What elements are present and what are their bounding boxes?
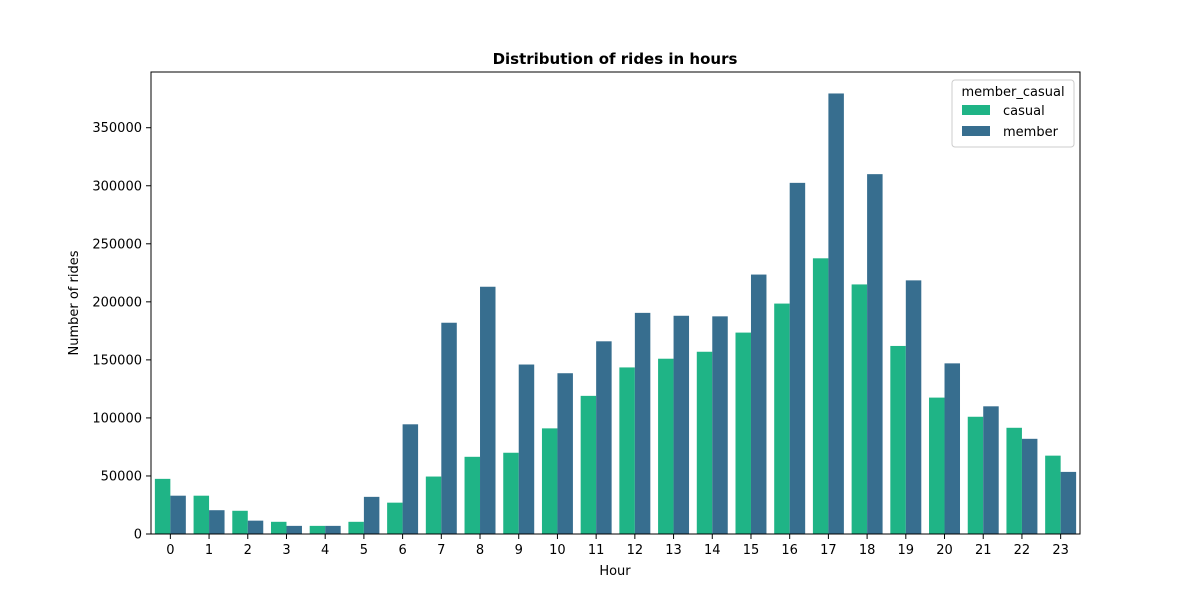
bar-casual-1	[193, 495, 210, 534]
x-tick-label: 16	[781, 543, 798, 558]
x-tick-label: 9	[515, 543, 523, 558]
x-tick-label: 5	[360, 543, 368, 558]
legend-label-casual: casual	[1003, 104, 1045, 119]
bar-member-17	[828, 93, 844, 534]
x-tick-label: 10	[549, 543, 566, 558]
x-tick-label: 19	[898, 543, 915, 558]
bar-member-20	[944, 363, 961, 534]
bar-casual-21	[967, 416, 984, 534]
y-axis-label: Number of rides	[67, 250, 82, 355]
bar-casual-19	[890, 345, 906, 534]
x-tick-label: 12	[627, 543, 644, 558]
x-tick-label: 21	[975, 543, 992, 558]
legend-label-member: member	[1003, 125, 1059, 140]
legend-swatch-member	[962, 126, 990, 136]
bar-casual-5	[348, 521, 364, 534]
bar-casual-8	[464, 456, 481, 534]
y-tick-label: 150000	[92, 353, 142, 368]
bar-member-9	[518, 364, 535, 534]
x-tick-label: 15	[743, 543, 760, 558]
x-tick-label: 20	[936, 543, 953, 558]
bar-member-22	[1021, 438, 1038, 534]
bar-casual-17	[812, 258, 829, 534]
y-tick-label: 100000	[92, 411, 142, 426]
y-axis: 0 50000 100000 150000 200000 250000 300000 3500…	[92, 121, 151, 543]
bar-member-2	[247, 520, 264, 534]
bar-casual-11	[580, 395, 597, 534]
bar-member-21	[983, 406, 999, 534]
bar-member-13	[673, 315, 690, 534]
bar-casual-13	[658, 358, 674, 534]
bar-member-10	[557, 373, 573, 534]
x-tick-label: 4	[321, 543, 329, 558]
x-tick-label: 6	[398, 543, 406, 558]
bar-member-16	[789, 182, 806, 534]
x-tick-label: 13	[665, 543, 682, 558]
x-tick-label: 18	[859, 543, 876, 558]
bar-casual-2	[232, 510, 248, 534]
x-tick-label: 2	[244, 543, 252, 558]
bar-member-4	[325, 525, 341, 534]
chart-title: Distribution of rides in hours	[493, 50, 738, 68]
bar-member-8	[480, 286, 496, 534]
bar-casual-4	[309, 525, 326, 534]
bar-casual-9	[503, 452, 519, 534]
bar-casual-20	[929, 397, 945, 534]
y-tick-label: 250000	[92, 237, 142, 252]
bar-casual-12	[619, 367, 635, 534]
x-tick-label: 22	[1014, 543, 1031, 558]
bar-member-0	[170, 495, 186, 534]
bar-casual-14	[696, 351, 713, 534]
bar-casual-15	[735, 332, 751, 534]
bar-casual-6	[387, 502, 403, 534]
y-tick-label: 50000	[101, 469, 142, 484]
bar-member-6	[402, 424, 419, 534]
bar-casual-18	[851, 284, 868, 534]
y-tick-label: 350000	[92, 121, 142, 136]
x-axis: 0 1 2 3 4 5 6 7 8 9 10 11 12 13 14 15 16 17 18 19 20 21 22 23	[166, 534, 1069, 558]
bar-casual-23	[1045, 455, 1061, 534]
bar-member-5	[363, 496, 380, 534]
y-tick-label: 200000	[92, 295, 142, 310]
bar-member-1	[209, 510, 225, 534]
y-tick-label: 0	[134, 528, 142, 543]
legend-swatch-casual	[962, 105, 990, 115]
x-tick-label: 14	[704, 543, 721, 558]
bar-casual-0	[154, 478, 171, 534]
bar-member-23	[1060, 471, 1077, 534]
x-tick-label: 0	[166, 543, 174, 558]
bar-casual-3	[270, 521, 287, 534]
bar-member-3	[286, 525, 302, 534]
bar-member-12	[634, 312, 651, 534]
y-tick-label: 300000	[92, 179, 142, 194]
bar-casual-10	[541, 428, 558, 534]
bars-group	[154, 93, 1077, 534]
x-tick-label: 7	[437, 543, 445, 558]
x-tick-label: 3	[282, 543, 290, 558]
x-axis-label: Hour	[599, 564, 631, 579]
plot-frame	[150, 71, 1081, 535]
x-tick-label: 11	[588, 543, 605, 558]
bar-member-14	[712, 316, 728, 534]
bar-member-11	[596, 341, 612, 534]
legend: member_casual casual member	[951, 79, 1075, 148]
bar-member-18	[867, 174, 883, 534]
bar-member-15	[750, 274, 767, 534]
legend-title: member_casual	[961, 85, 1064, 100]
bar-casual-7	[425, 476, 442, 534]
x-tick-label: 23	[1052, 543, 1069, 558]
bar-casual-22	[1006, 427, 1022, 534]
x-tick-label: 17	[820, 543, 837, 558]
x-tick-label: 8	[476, 543, 484, 558]
bar-member-7	[441, 322, 457, 534]
bar-casual-16	[774, 303, 790, 534]
bar-member-19	[905, 280, 922, 534]
x-tick-label: 1	[205, 543, 213, 558]
